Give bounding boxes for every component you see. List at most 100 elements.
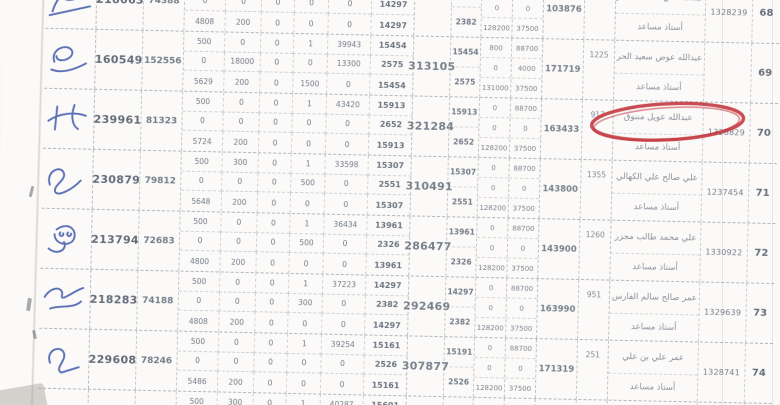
deduction-column-1: 800 0 131000 — [479, 37, 512, 98]
h-sub-cell: 0 — [474, 337, 506, 359]
deduction-column-1: 0 — [471, 397, 504, 405]
grid-cell: 15913 — [367, 134, 413, 156]
small-amount — [574, 399, 607, 405]
grid-cell: 1 — [285, 393, 320, 405]
h-sub-cell: 0 — [477, 177, 509, 199]
grid-cell: 0 — [257, 132, 292, 153]
job-title: أستاذ مساعد — [637, 22, 683, 34]
i-sub-cell: 37500 — [516, 24, 539, 33]
table-row-69: 160549 152556 500 0 0 1 39943 15454 0 18000 0 0 13… — [44, 28, 780, 105]
grid-cell: 33598 — [324, 154, 368, 176]
table-row-72: 213794 72683 500 0 0 1 36434 13961 0 0 0 500 0 2326… — [40, 208, 776, 285]
grid-cell: 1 — [291, 93, 327, 115]
g-sub-cell: 15307 — [448, 157, 478, 188]
grid-cell: 4808 — [188, 316, 208, 326]
i-sub-cell: 88700 — [506, 278, 538, 300]
pay-pair-column: 13961 2326 — [445, 217, 477, 277]
signature-cell — [42, 149, 93, 209]
i-sub-cell: 0 — [512, 0, 544, 20]
grid-cell: 0 — [257, 153, 291, 174]
grid-cell: 200 — [223, 71, 260, 93]
grid-cell: 40287 — [319, 394, 363, 405]
signature-scribble — [48, 347, 80, 374]
name-cell: عبدالله عوض سعيد الحر أستاذ مساعد — [613, 40, 705, 102]
grid-cell: 1 — [286, 333, 322, 355]
grid-cell: 13961 — [366, 215, 411, 237]
grid-cell: 500 — [288, 233, 324, 254]
grid-cell: 15913 — [368, 95, 414, 117]
grid-cell: 0 — [224, 0, 262, 13]
staff-id-secondary: 72683 — [137, 210, 180, 271]
g-sub-cell: 14297 — [445, 277, 476, 308]
employee-name: عبدالله عوض سعيد الحر — [614, 40, 705, 76]
grid-cell: 15454 — [369, 35, 415, 57]
grid-cell: 5724 — [192, 136, 212, 146]
deduction-column-2: 88700 — [502, 398, 535, 405]
badge-number: 1330922 — [699, 222, 748, 283]
i-sub-cell: 37500 — [515, 84, 538, 93]
grid-cell: 1 — [292, 33, 328, 55]
grid-cell: 500 — [290, 173, 325, 194]
staff-id-primary: 213794 — [90, 209, 139, 270]
signature-cell — [38, 329, 89, 389]
job-title: أستاذ مساعد — [629, 382, 676, 393]
allowance-grid: 500 0 0 1 43420 15913 0 0 0 0 0 2652 5724 200 0 0 0 15913 — [180, 91, 414, 156]
gross-total: 313105 — [408, 36, 455, 97]
employee-name: علي محمد طالب مجزر — [610, 220, 701, 256]
grid-cell: 200 — [221, 131, 259, 153]
grid-cell: 15161 — [363, 335, 409, 357]
small-amount: 917 — [580, 100, 614, 160]
grid-cell: 200 — [219, 251, 256, 273]
h-sub-cell: 0 — [477, 217, 508, 239]
employee-name: علي صالح علي الكهالي — [612, 160, 702, 196]
staff-id-primary: 218063 — [95, 0, 144, 30]
gross-total: 307877 — [402, 336, 449, 397]
grid-cell: 200 — [216, 371, 254, 393]
grid-cell: 1500 — [292, 73, 327, 94]
name-cell: عمر صالح سالم الفارس أستاذ مساعد — [608, 280, 700, 342]
grid-cell: 500 — [180, 211, 221, 233]
grid-cell: 13961 — [365, 254, 410, 276]
h-sub-cell: 0 — [473, 397, 504, 405]
job-title: أستاذ مساعد — [634, 142, 681, 154]
grid-cell: 0 — [326, 73, 370, 95]
grid-cell: 300 — [216, 392, 253, 405]
i-sub-cell: 88700 — [505, 338, 537, 360]
deduction-column-2: 88700 4000 37500 — [510, 38, 543, 99]
h-sub-cell: 0 — [478, 157, 509, 179]
grid-cell: 0 — [320, 354, 364, 375]
grid-cell: 1 — [287, 273, 323, 295]
h-sub-cell: 128200 — [475, 383, 503, 392]
i-sub-cell: 0 — [507, 238, 539, 260]
pay-pair-column: 156012600 — [441, 397, 473, 405]
grid-cell: 200 — [224, 11, 261, 33]
employee-name: عمر صالح سالم الفارس — [609, 280, 700, 316]
grid-cell: 37223 — [321, 274, 366, 296]
table-row-71: 230879 79812 500 300 0 1 33598 15307 0 0 0 500 0 25… — [41, 148, 777, 225]
grid-cell: 200 — [220, 191, 258, 213]
g-sub-cell: 2382 — [449, 317, 471, 327]
grid-cell: 36434 — [323, 214, 367, 236]
grid-cell: 0 — [183, 51, 224, 72]
grid-cell: 0 — [260, 0, 295, 14]
h-sub-cell: 128200 — [478, 263, 505, 272]
grid-cell: 0 — [293, 13, 328, 34]
net-total: 143800 — [538, 159, 581, 219]
pay-pair-column: 15191 2526 — [442, 337, 475, 397]
grid-cell: 0 — [291, 113, 326, 134]
signature-cell — [39, 269, 90, 329]
row-number: 68 — [751, 0, 780, 44]
grid-cell: 0 — [257, 172, 291, 194]
grid-cell: 300 — [287, 293, 322, 314]
grid-cell: 5629 — [193, 76, 214, 86]
grid-cell: 0 — [217, 352, 254, 373]
net-total: 163433 — [539, 99, 583, 159]
grid-cell: 4808 — [194, 16, 215, 26]
grid-cell: 0 — [259, 52, 293, 74]
grid-cell: 0 — [287, 313, 322, 334]
